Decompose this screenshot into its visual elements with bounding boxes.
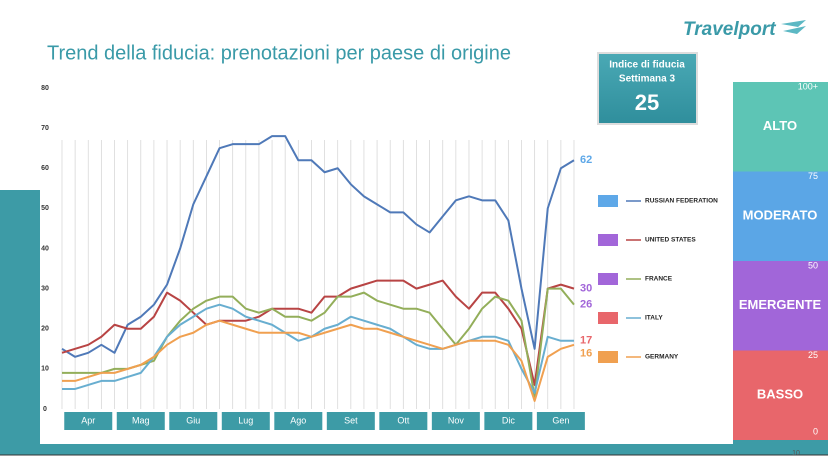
footer [0,455,828,466]
y-tick-label: 0 [43,406,47,413]
x-tick-box [116,412,165,430]
x-tick-label: Mag [132,415,150,425]
scale-band [733,171,828,261]
x-tick-box [431,412,480,430]
scale-band [733,261,828,351]
legend-label: FRANCE [645,276,673,283]
scale-tick: 25 [808,350,818,360]
x-tick-box [221,412,270,430]
index-label: Indice di fiducia [609,60,685,71]
x-tick-box [169,412,218,430]
index-week: Settimana 3 [619,74,676,85]
scale-label: BASSO [757,387,803,402]
index-value: 25 [635,90,659,115]
y-tick-label: 50 [41,205,49,212]
series-line [61,135,575,358]
series-line [61,279,575,386]
scale-label: EMERGENTE [739,297,822,312]
scale-label: MODERATO [743,208,818,223]
end-label: 16 [580,348,592,360]
y-tick-label: 60 [41,165,49,172]
y-tick-label: 70 [41,125,49,132]
scale-tick: 75 [808,171,818,181]
logo-mark [781,20,806,34]
x-tick-label: Lug [238,415,253,425]
series-line [62,303,574,394]
end-label: 62 [580,154,592,166]
y-tick-label: 20 [41,326,49,333]
page-number: 10 [792,450,800,457]
scale-label: ALTO [763,118,797,133]
legend-label: RUSSIAN FEDERATION [645,198,718,205]
y-tick-label: 80 [41,85,49,92]
x-tick-label: Nov [448,415,465,425]
logo: Travelport [683,19,776,40]
legend-swatch [598,351,618,363]
legend-swatch [598,234,618,246]
x-tick-label: Dic [502,415,515,425]
title: Trend della fiducia: prenotazioni per pa… [47,42,511,64]
x-tick-box [326,412,375,430]
series-line [62,287,575,398]
x-tick-box [274,412,323,430]
scale-tick: 0 [813,426,818,436]
x-tick-box [536,412,585,430]
x-tick-label: Apr [81,415,95,425]
chart-panel [40,82,733,444]
y-tick-label: 10 [41,366,49,373]
end-label: 30 [580,283,592,295]
x-tick-label: Giu [186,415,200,425]
y-tick-label: 40 [41,245,49,252]
scale-tick: 50 [808,260,818,270]
end-label: 17 [580,335,592,347]
end-label: 26 [580,299,592,311]
x-tick-label: Ago [290,415,306,425]
x-tick-label: Ott [397,415,410,425]
x-tick-box [379,412,428,430]
x-tick-box [64,412,113,430]
scale-tick: 100+ [798,81,818,91]
legend-swatch [598,312,618,324]
scale-band [733,350,828,440]
legend-swatch [598,273,618,285]
x-tick-label: Gen [552,415,569,425]
series-line [62,319,575,402]
legend-label: GERMANY [645,354,679,361]
legend-swatch [598,195,618,207]
legend-label: UNITED STATES [645,237,696,244]
scale-band [733,82,828,172]
x-tick-label: Set [344,415,358,425]
index-box [597,52,698,125]
legend-label: ITALY [645,315,663,322]
x-tick-box [484,412,533,430]
y-tick-label: 30 [41,285,49,292]
